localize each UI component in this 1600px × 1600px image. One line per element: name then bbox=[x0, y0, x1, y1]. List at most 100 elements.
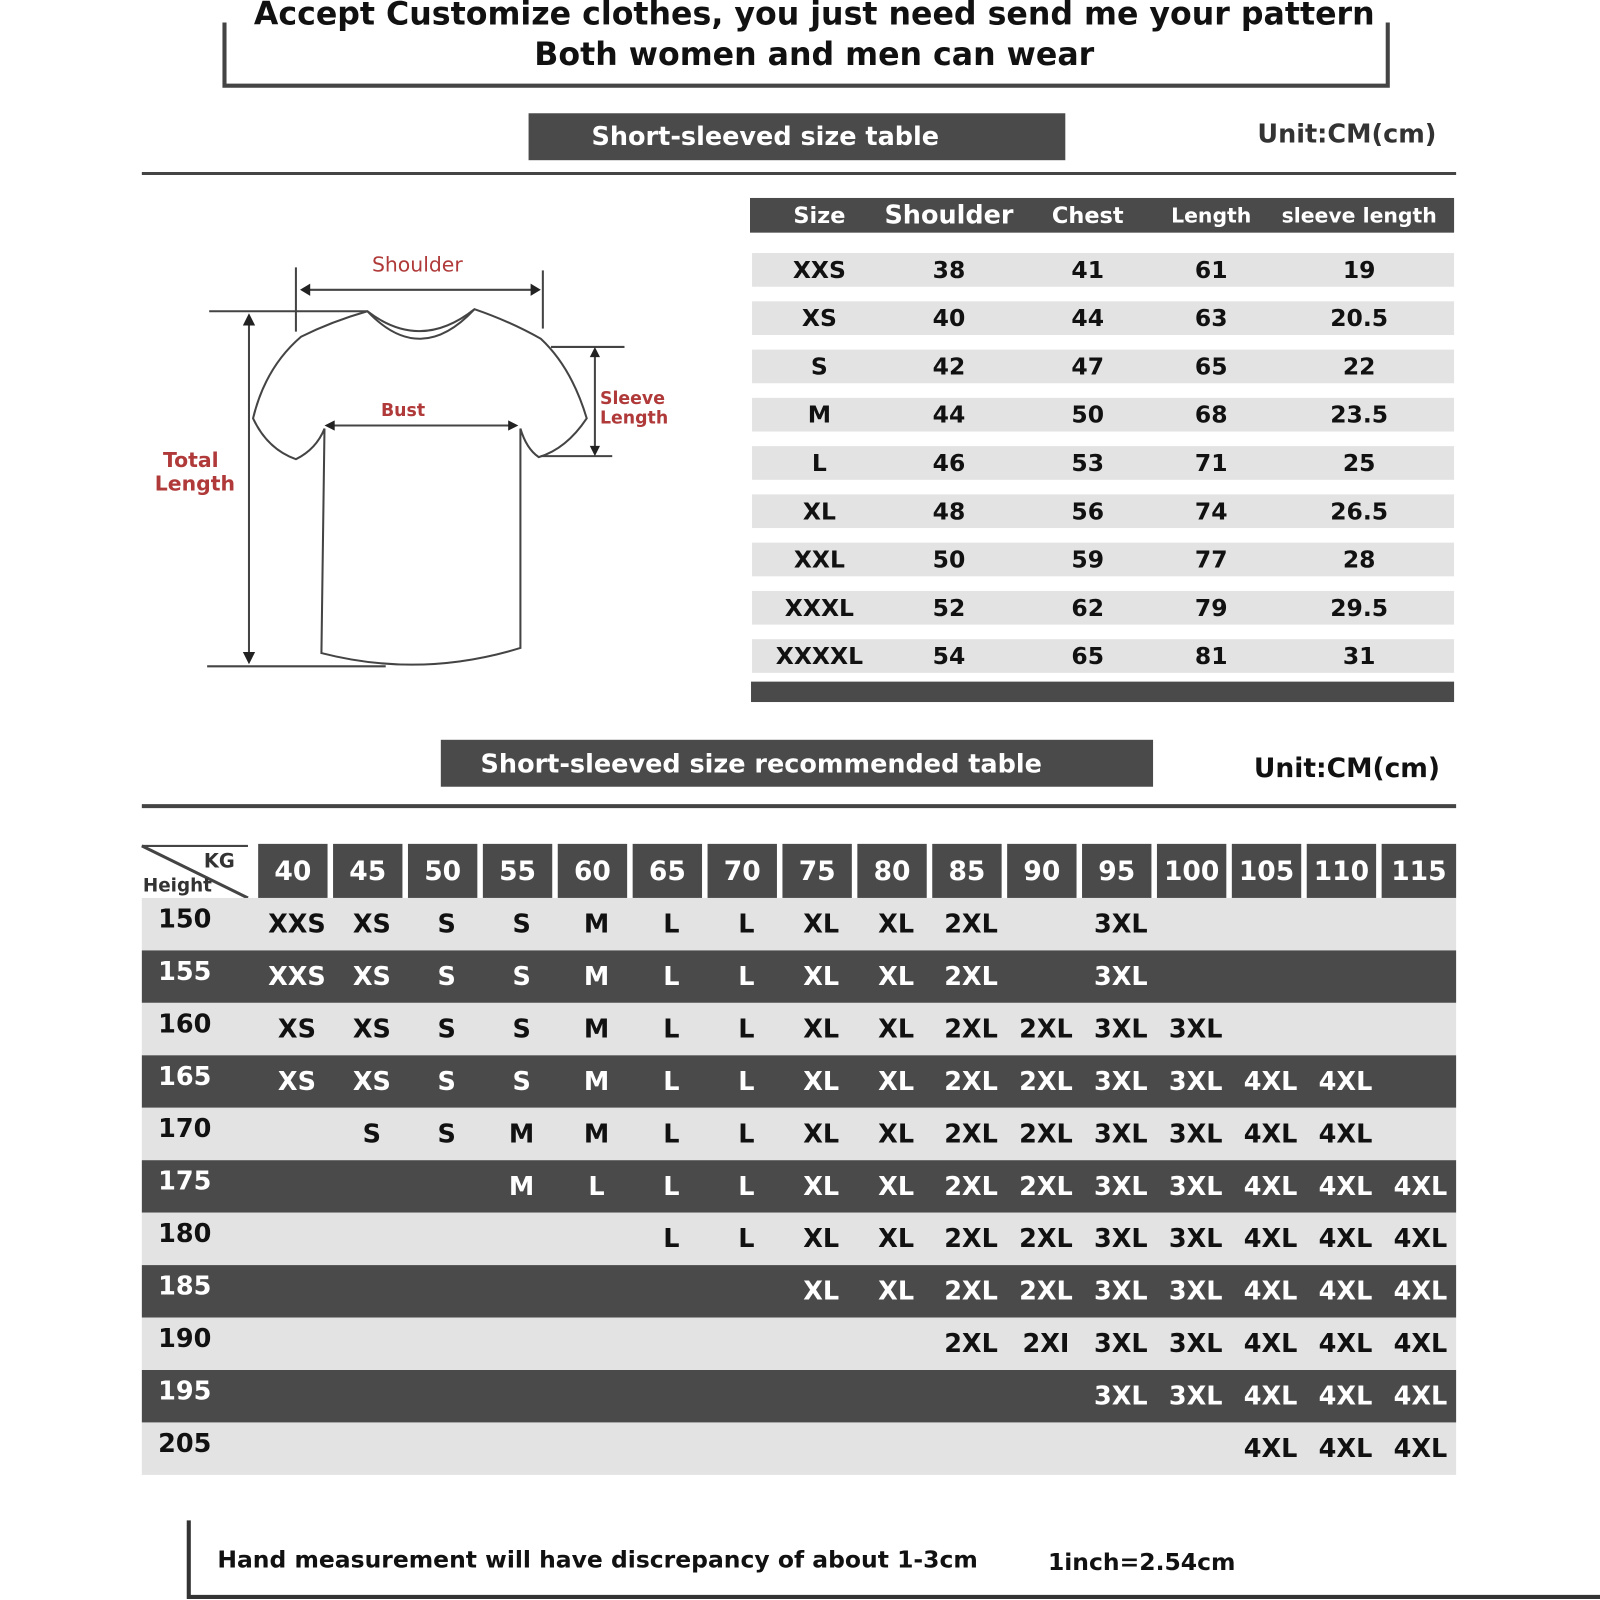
size-cell: XL bbox=[803, 1224, 839, 1254]
height-label: 150 bbox=[158, 904, 211, 934]
cell: 20.5 bbox=[1330, 304, 1388, 332]
size-cell: L bbox=[663, 1172, 679, 1202]
row-bar bbox=[141, 950, 1457, 1003]
size-cell: 3XL bbox=[1094, 910, 1148, 940]
size-cell: 2XL bbox=[944, 910, 998, 940]
diagram-label: Length bbox=[155, 472, 235, 496]
size-cell: S bbox=[438, 962, 456, 992]
cell: 25 bbox=[1343, 449, 1376, 477]
row-bar bbox=[141, 897, 1457, 951]
row-bar bbox=[752, 253, 1455, 287]
cell: 79 bbox=[1195, 594, 1228, 622]
size-cell: L bbox=[663, 1067, 679, 1097]
cell: 22 bbox=[1343, 352, 1376, 380]
row-bar bbox=[141, 1002, 1457, 1056]
size-cell: 3XL bbox=[1094, 1277, 1148, 1307]
cell: 52 bbox=[933, 594, 966, 622]
size-cell: 3XL bbox=[1094, 1119, 1148, 1149]
size-cell: L bbox=[738, 1014, 754, 1044]
column-header: Size bbox=[793, 203, 845, 229]
size-cell: M bbox=[509, 1172, 534, 1202]
size-cell: 3XL bbox=[1094, 1224, 1148, 1254]
cell: 74 bbox=[1195, 497, 1228, 525]
size-cell: 2XL bbox=[1019, 1119, 1073, 1149]
corner-label: Height bbox=[143, 876, 212, 897]
size-cell: 2XL bbox=[944, 1014, 998, 1044]
diagram-label: Length bbox=[600, 408, 668, 428]
weight-header-cell bbox=[707, 843, 777, 898]
size-cell: 2XL bbox=[944, 1277, 998, 1307]
size-cell: XL bbox=[803, 1014, 839, 1044]
size-cell: 3XL bbox=[1169, 1224, 1223, 1254]
title-bar bbox=[440, 739, 1154, 787]
cell: 26.5 bbox=[1330, 497, 1388, 525]
cell: 81 bbox=[1195, 642, 1228, 670]
size-cell: 2XI bbox=[1022, 1329, 1069, 1359]
weight-header-cell bbox=[632, 843, 703, 898]
size-cell: 4XL bbox=[1394, 1172, 1448, 1202]
size-cell: L bbox=[738, 962, 754, 992]
weight-header-cell bbox=[782, 843, 852, 898]
size-cell: XL bbox=[803, 910, 839, 940]
cell: 23.5 bbox=[1330, 401, 1388, 429]
weight-header: 70 bbox=[724, 856, 761, 887]
cell: 41 bbox=[1071, 256, 1104, 284]
size-cell: 3XL bbox=[1094, 1172, 1148, 1202]
cell: 54 bbox=[933, 642, 966, 670]
size-cell: S bbox=[512, 962, 530, 992]
size-cell: 2XL bbox=[1019, 1224, 1073, 1254]
size-cell: 2XL bbox=[944, 1067, 998, 1097]
cell: 44 bbox=[933, 401, 966, 429]
height-label: 195 bbox=[158, 1376, 211, 1406]
column-header: Shoulder bbox=[884, 200, 1013, 230]
diagram-label: Sleeve bbox=[600, 389, 665, 409]
size-cell: XXS bbox=[268, 962, 326, 992]
size-cell: 4XL bbox=[1319, 1329, 1373, 1359]
size-cell: XS bbox=[353, 962, 391, 992]
size-cell: 4XL bbox=[1244, 1329, 1298, 1359]
weight-header-cell bbox=[1231, 843, 1302, 898]
row-bar bbox=[752, 494, 1455, 529]
corner-label: KG bbox=[204, 850, 235, 873]
weight-header: 90 bbox=[1023, 856, 1060, 887]
height-label: 165 bbox=[158, 1062, 211, 1092]
row-bar bbox=[752, 542, 1455, 577]
footer-note: Hand measurement will have discrepancy o… bbox=[217, 1546, 977, 1574]
size-cell: XXS bbox=[268, 910, 326, 940]
size-cell: S bbox=[438, 910, 456, 940]
size-cell: 3XL bbox=[1094, 1067, 1148, 1097]
cell: 50 bbox=[933, 546, 966, 574]
size-cell: XL bbox=[803, 1277, 839, 1307]
row-bar bbox=[141, 1107, 1457, 1161]
size-cell: L bbox=[663, 962, 679, 992]
row-bar bbox=[752, 446, 1455, 480]
cell: S bbox=[811, 352, 828, 380]
row-bar bbox=[752, 349, 1455, 384]
height-label: 155 bbox=[158, 957, 211, 987]
height-label: 205 bbox=[158, 1429, 211, 1459]
size-cell: L bbox=[663, 910, 679, 940]
size-cell: 2XL bbox=[1019, 1277, 1073, 1307]
cell: 38 bbox=[933, 256, 966, 284]
size-cell: 2XL bbox=[944, 1329, 998, 1359]
diagram-label: Bust bbox=[381, 401, 425, 421]
size-cell: 3XL bbox=[1169, 1172, 1223, 1202]
size-cell: 4XL bbox=[1394, 1434, 1448, 1464]
size-cell: 4XL bbox=[1319, 1119, 1373, 1149]
weight-header: 105 bbox=[1239, 856, 1294, 887]
size-cell: L bbox=[663, 1014, 679, 1044]
size-cell: 4XL bbox=[1319, 1277, 1373, 1307]
column-header: Length bbox=[1171, 203, 1251, 227]
cell: 28 bbox=[1343, 546, 1376, 574]
size-cell: 4XL bbox=[1244, 1172, 1298, 1202]
row-bar bbox=[141, 1212, 1457, 1266]
height-label: 160 bbox=[158, 1009, 211, 1039]
weight-header: 75 bbox=[799, 856, 836, 887]
size-cell: 3XL bbox=[1094, 962, 1148, 992]
cell: XXXL bbox=[785, 594, 854, 622]
column-header: sleeve length bbox=[1282, 203, 1437, 227]
size-cell: L bbox=[588, 1172, 604, 1202]
row-bar bbox=[141, 1370, 1457, 1423]
size-cell: S bbox=[438, 1067, 456, 1097]
weight-header-cell bbox=[857, 843, 927, 898]
